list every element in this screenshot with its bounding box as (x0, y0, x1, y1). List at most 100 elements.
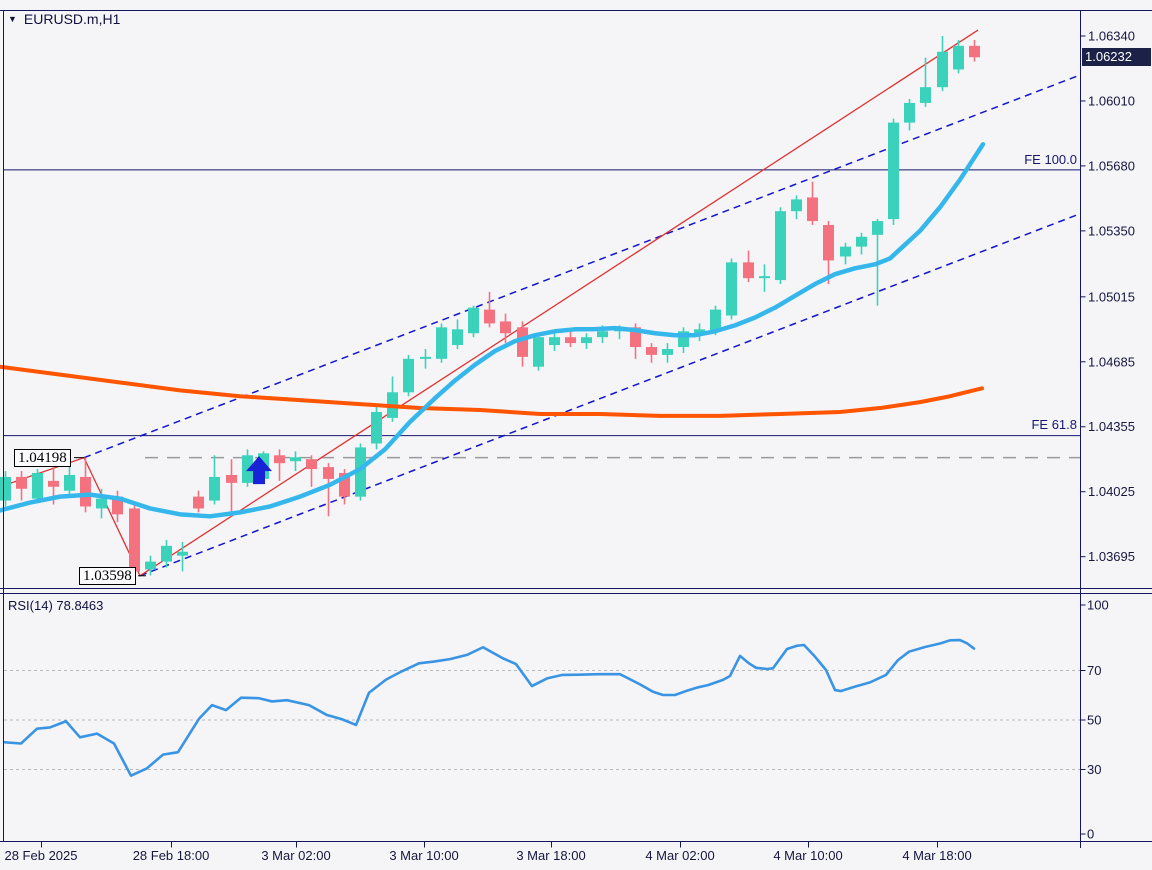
candle-body (726, 262, 737, 316)
fibo-expansion-618-label: FE 61.8 (1031, 417, 1077, 432)
candle-body (48, 480, 59, 487)
candle-body (242, 455, 253, 483)
candle-body (872, 221, 883, 235)
candle-body (420, 356, 431, 359)
candle-body (920, 87, 931, 103)
candle-body (581, 337, 592, 344)
rsi-tick-label: 70 (1087, 663, 1101, 678)
time-tick-label: 4 Mar 02:00 (645, 848, 714, 863)
candle-body (436, 327, 447, 359)
candle-body (306, 459, 317, 470)
candle-body (743, 262, 754, 279)
symbol-timeframe-label: ▼ EURUSD.m,H1 (8, 11, 120, 27)
candle-body (791, 199, 802, 212)
dropdown-triangle-icon[interactable]: ▼ (8, 14, 17, 24)
time-tick-label: 28 Feb 2025 (4, 848, 77, 863)
candle-body (80, 476, 91, 507)
candle-body (274, 455, 285, 464)
candle-body (630, 327, 641, 348)
candle-body (16, 476, 27, 489)
symbol-text: EURUSD.m,H1 (23, 11, 121, 27)
rsi-tick-label: 100 (1087, 598, 1109, 613)
candle-body (484, 309, 495, 324)
rsi-tick-label: 30 (1087, 762, 1101, 777)
candle-body (759, 276, 770, 279)
current-price-tag: 1.06232 (1082, 48, 1151, 66)
rsi-tick-label: 50 (1087, 713, 1101, 728)
candle-body (937, 51, 948, 88)
time-axis-area[interactable] (0, 842, 1152, 870)
fast-ma-line (0, 142, 986, 519)
buy-arrow-icon (246, 456, 272, 485)
rsi-indicator-label: RSI(14) 78.8463 (8, 598, 104, 613)
candle-body (517, 327, 528, 357)
price-tick-label: 1.06340 (1088, 29, 1135, 44)
candle-body (371, 411, 382, 444)
candle-body (775, 211, 786, 281)
candle-body (953, 45, 964, 70)
candle-body (678, 331, 689, 348)
rsi-panel-canvas[interactable] (4, 594, 1081, 842)
price-tick-label: 1.06010 (1088, 93, 1135, 108)
candle-body (96, 498, 107, 509)
candle-body (710, 309, 721, 332)
candle-body (597, 331, 608, 338)
time-tick-label: 3 Mar 10:00 (389, 848, 458, 863)
price-tick-label: 1.05680 (1088, 158, 1135, 173)
candle-body (403, 358, 414, 393)
candle-body (565, 337, 576, 344)
candle-body (323, 467, 334, 479)
candle-body (339, 473, 350, 497)
candle-body (161, 545, 172, 562)
rsi-line (3, 638, 976, 777)
candle-body (129, 508, 140, 572)
price-tick-label: 1.03695 (1088, 549, 1135, 564)
rsi-tick-label: 0 (1087, 827, 1094, 842)
candle-body (969, 45, 980, 58)
candle-body (468, 307, 479, 334)
candle-body (840, 246, 851, 257)
candle-body (112, 496, 123, 515)
trend-line (0, 29, 979, 577)
candle-body (904, 102, 915, 123)
time-tick-label: 3 Mar 02:00 (261, 848, 330, 863)
candle-body (662, 348, 673, 355)
trend-low-price-label: 1.03598 (79, 567, 136, 585)
price-tick-label: 1.05350 (1088, 223, 1135, 238)
price-tick-label: 1.04025 (1088, 484, 1135, 499)
price-axis-area[interactable] (1081, 11, 1152, 842)
candle-body (533, 337, 544, 367)
candle-body (807, 197, 818, 222)
price-tick-label: 1.05015 (1088, 289, 1135, 304)
candle-body (177, 551, 188, 556)
candle-body (209, 476, 220, 501)
candle-body (145, 561, 156, 570)
candle-body (823, 224, 834, 261)
time-tick-label: 4 Mar 18:00 (902, 848, 971, 863)
candle-body (646, 347, 657, 355)
candle-body (452, 329, 463, 346)
candle-body (888, 122, 899, 220)
slow-ma-line (0, 364, 984, 418)
candle-body (193, 496, 204, 509)
candle-body (32, 473, 43, 499)
fibo-expansion-100-label: FE 100.0 (1024, 152, 1077, 167)
channel-upper-line (83, 74, 1081, 459)
price-tick-label: 1.04355 (1088, 419, 1135, 434)
candle-body (500, 321, 511, 334)
main-chart-canvas[interactable] (4, 11, 1081, 589)
time-tick-label: 4 Mar 10:00 (773, 848, 842, 863)
price-tick-label: 1.04685 (1088, 354, 1135, 369)
trend-high-price-label: 1.04198 (14, 449, 71, 467)
candle-body (549, 337, 560, 346)
candle-body (290, 457, 301, 462)
time-tick-label: 28 Feb 18:00 (133, 848, 210, 863)
candle-body (355, 447, 366, 497)
candle-body (856, 236, 867, 247)
time-tick-label: 3 Mar 18:00 (516, 848, 585, 863)
candle-body (226, 474, 237, 483)
candle-body (64, 474, 75, 491)
candle-body (0, 476, 11, 501)
